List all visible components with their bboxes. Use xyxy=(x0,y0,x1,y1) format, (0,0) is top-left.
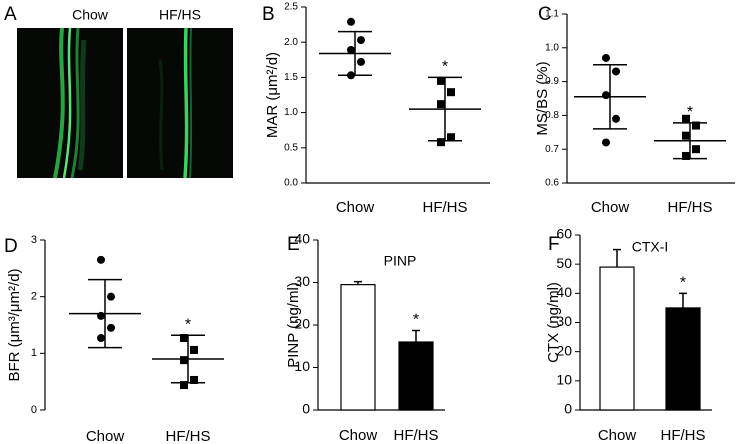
y-tick-label: 2.0 xyxy=(284,37,298,48)
data-point xyxy=(357,57,365,66)
data-point xyxy=(682,131,690,140)
data-point xyxy=(190,375,198,384)
y-tick-label: 20 xyxy=(294,316,310,332)
y-tick-label: 40 xyxy=(556,284,572,300)
data-point xyxy=(97,334,105,343)
y-tick-label: 1.0 xyxy=(545,42,559,53)
y-tick-label: 1.0 xyxy=(284,107,298,118)
bar xyxy=(340,284,376,411)
bar xyxy=(599,266,635,411)
x-tick-label: Chow xyxy=(86,428,125,444)
y-axis-label: CTX (ng/ml) xyxy=(545,282,562,363)
y-tick-label: 0.8 xyxy=(545,110,559,121)
y-tick-label: 30 xyxy=(294,273,310,289)
y-tick-label: 2 xyxy=(31,291,37,303)
y-tick-label: 0.0 xyxy=(284,178,298,189)
data-point xyxy=(682,151,690,160)
y-tick-label: 0 xyxy=(302,401,310,417)
data-point xyxy=(347,17,355,26)
data-point xyxy=(682,114,690,123)
x-tick-label: HF/HS xyxy=(661,427,706,444)
x-tick-label: Chow xyxy=(598,427,637,444)
bar xyxy=(398,341,434,411)
micrograph xyxy=(17,27,233,179)
data-point xyxy=(692,145,700,154)
chart-title: PINP xyxy=(384,253,417,269)
significance-mark: * xyxy=(687,104,693,121)
data-point xyxy=(347,45,355,54)
data-point xyxy=(437,138,445,147)
significance-mark: * xyxy=(185,316,191,333)
panel-letter: B xyxy=(262,4,275,25)
y-tick-label: 3 xyxy=(31,234,37,246)
panel-letter: E xyxy=(287,234,300,255)
data-point xyxy=(437,76,445,85)
data-point xyxy=(447,133,455,142)
y-tick-label: 10 xyxy=(556,372,572,388)
significance-mark: * xyxy=(442,59,448,76)
y-axis-label: MAR (μm²/d) xyxy=(264,52,281,138)
y-axis-label: PINP (ng/ml) xyxy=(285,282,302,368)
panel-letter: A xyxy=(4,4,17,25)
x-tick-label: HF/HS xyxy=(166,428,211,444)
data-point xyxy=(692,121,700,130)
y-tick-label: 0.5 xyxy=(284,142,298,153)
data-point xyxy=(602,138,610,147)
panel-letter: D xyxy=(4,236,18,257)
y-tick-label: 1.5 xyxy=(284,72,298,83)
y-tick-label: 40 xyxy=(294,231,310,247)
data-point xyxy=(190,345,198,354)
data-point xyxy=(107,292,115,301)
x-tick-label: HF/HS xyxy=(423,199,468,216)
data-point xyxy=(357,36,365,45)
image-caption: Chow xyxy=(72,7,109,23)
data-point xyxy=(180,356,188,365)
data-point xyxy=(107,323,115,332)
data-point xyxy=(612,114,620,123)
y-tick-label: 1.1 xyxy=(545,9,559,20)
y-tick-label: 2.5 xyxy=(284,2,298,13)
y-tick-label: 0.6 xyxy=(545,178,559,189)
x-tick-label: HF/HS xyxy=(668,199,713,216)
significance-mark: * xyxy=(680,275,686,292)
image-caption: HF/HS xyxy=(159,7,201,23)
data-point xyxy=(180,334,188,343)
data-point xyxy=(437,100,445,109)
y-tick-label: 0 xyxy=(31,404,37,416)
significance-mark: * xyxy=(413,312,419,329)
y-tick-label: 60 xyxy=(556,226,572,242)
y-tick-label: 50 xyxy=(556,255,572,271)
data-point xyxy=(602,53,610,62)
y-tick-label: 0.9 xyxy=(545,76,559,87)
y-tick-label: 0 xyxy=(564,401,572,417)
y-axis-label: MS/BS (%) xyxy=(534,61,551,135)
y-axis-label: BFR (μm³/μm²/d) xyxy=(6,268,23,381)
x-tick-label: Chow xyxy=(336,199,375,216)
y-tick-label: 10 xyxy=(294,358,310,374)
data-point xyxy=(180,381,188,390)
chart-title: CTX-I xyxy=(632,239,669,255)
panel-letter: F xyxy=(548,234,560,255)
data-point xyxy=(602,91,610,100)
y-tick-label: 20 xyxy=(556,342,572,358)
x-tick-label: Chow xyxy=(339,427,378,444)
data-point xyxy=(612,67,620,76)
data-point xyxy=(97,255,105,264)
y-tick-label: 30 xyxy=(556,313,572,329)
bar xyxy=(665,307,701,411)
data-point xyxy=(447,88,455,97)
y-tick-label: 1 xyxy=(31,347,37,359)
x-tick-label: HF/HS xyxy=(394,427,439,444)
panel-letter: C xyxy=(538,4,552,25)
x-tick-label: Chow xyxy=(591,199,630,216)
y-tick-label: 0.7 xyxy=(545,144,559,155)
